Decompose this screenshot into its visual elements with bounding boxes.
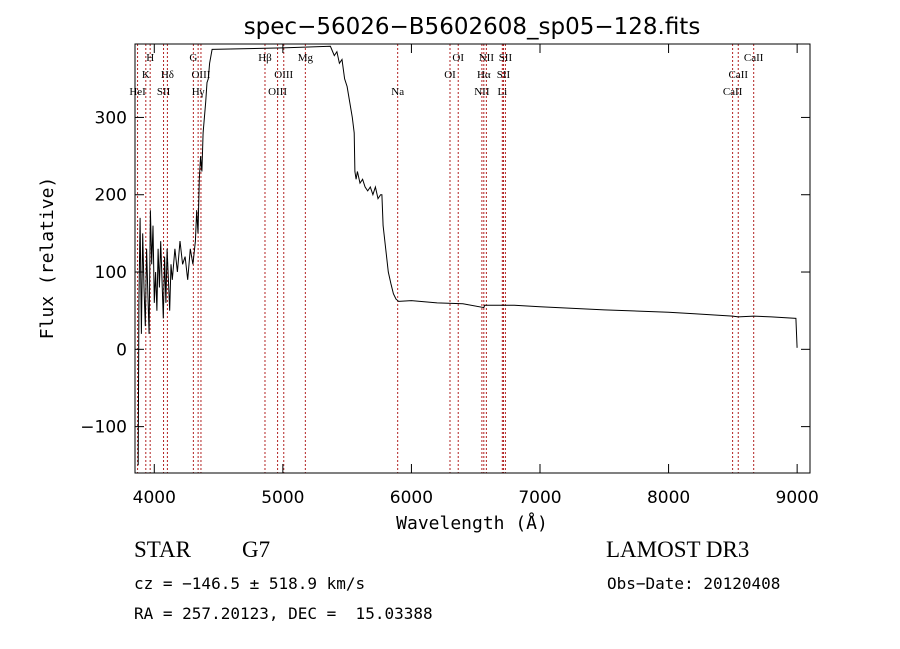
x-tick-label-2: 6000	[390, 488, 433, 508]
line-label-13: OI	[444, 69, 456, 81]
line-label-19: SII	[497, 69, 511, 81]
line-label-12: Na	[391, 86, 404, 98]
line-label-11: Mg	[298, 52, 314, 64]
survey-name: LAMOST DR3	[606, 537, 750, 562]
spectrum-line	[137, 45, 798, 466]
x-tick-label-0: 4000	[133, 488, 176, 508]
line-label-3: SII	[157, 86, 171, 98]
x-tick-label-1: 5000	[261, 488, 304, 508]
y-tick-label-2: 100	[95, 263, 127, 283]
y-axis-ticks: −100 0 100 200 300	[80, 108, 810, 438]
y-axis-label: Flux (relative)	[37, 177, 58, 340]
line-label-16: Hα	[477, 69, 491, 81]
x-axis-label: Wavelength (Å)	[396, 512, 548, 534]
object-class: STAR	[134, 537, 191, 562]
line-label-14: OI	[452, 52, 464, 64]
line-label-15: NII	[474, 86, 490, 98]
chart-title: spec−56026−B5602608_sp05−128.fits	[244, 14, 701, 40]
line-label-4: Hδ	[161, 69, 174, 81]
x-tick-label-3: 7000	[518, 488, 561, 508]
y-tick-label-4: 300	[95, 108, 127, 128]
line-label-23: CaII	[744, 52, 764, 64]
plot-frame	[134, 43, 811, 474]
line-label-22: CaII	[728, 69, 748, 81]
line-label-8: Hβ	[258, 52, 272, 64]
y-tick-label-0: −100	[80, 418, 127, 438]
y-tick-label-1: 0	[116, 340, 127, 360]
line-label-20: SII	[499, 52, 513, 64]
coordinates: RA = 257.20123, DEC = 15.03388	[134, 604, 433, 623]
line-label-17: NII	[479, 52, 495, 64]
object-subclass: G7	[242, 537, 271, 562]
line-label-5: G	[189, 52, 197, 64]
redshift-value: cz = −146.5 ± 518.9 km/s	[134, 574, 366, 593]
x-tick-label-5: 9000	[776, 488, 819, 508]
line-label-10: OIII	[274, 69, 293, 81]
line-label-9: OIII	[268, 86, 287, 98]
emission-line-labels: HeIKHSIIHδGHγOIIIHβOIIIOIIIMgNaOIOINIIHα…	[129, 52, 763, 98]
line-label-0: HeI	[129, 86, 146, 98]
x-axis-ticks: 4000 5000 6000 7000 8000 9000	[133, 44, 819, 508]
line-label-18: Li	[497, 86, 507, 98]
line-label-6: Hγ	[192, 86, 205, 98]
line-label-2: H	[146, 52, 154, 64]
observation-date: Obs−Date: 20120408	[607, 574, 781, 593]
x-tick-label-4: 8000	[647, 488, 690, 508]
line-label-21: CaII	[723, 86, 743, 98]
emission-line-markers	[137, 44, 755, 473]
line-label-1: K	[142, 69, 150, 81]
y-tick-label-3: 200	[95, 186, 127, 206]
line-label-7: OIII	[191, 69, 210, 81]
